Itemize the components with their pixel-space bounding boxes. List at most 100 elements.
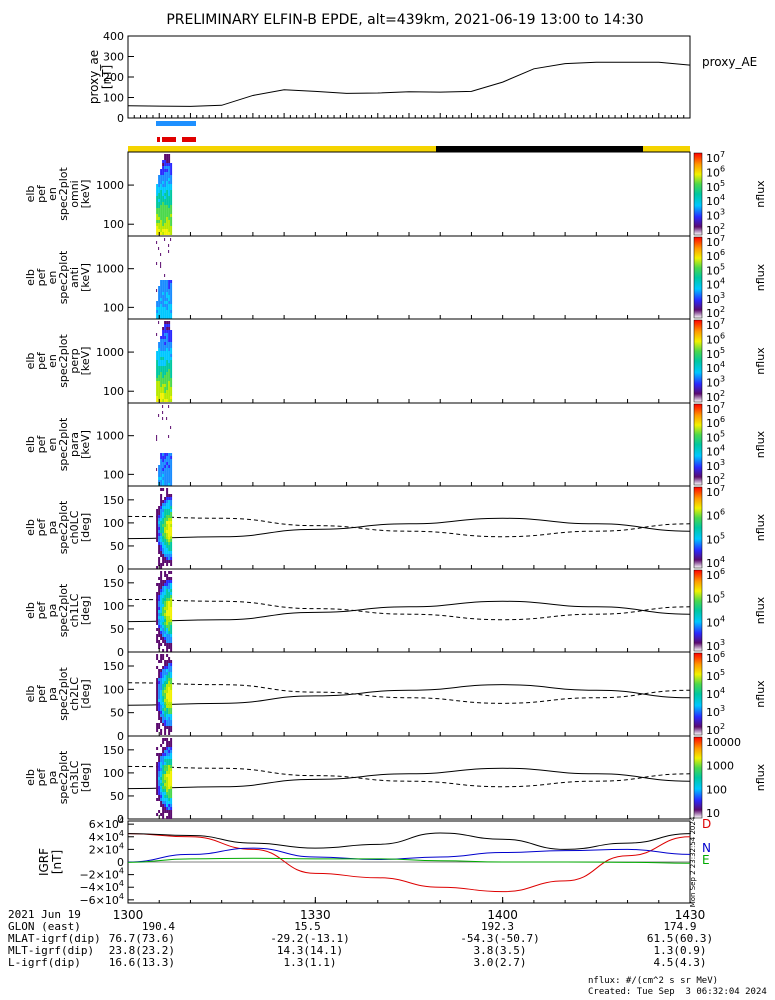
spectrogram-pixel (168, 280, 171, 283)
y-tick-label: 0 (117, 813, 124, 826)
spectrogram-pixel (160, 229, 163, 232)
spectrogram-pixel (164, 483, 167, 486)
spectrogram-pixel (164, 313, 167, 316)
spectrogram-pixel (162, 375, 165, 378)
spectrogram-pixel (156, 390, 159, 393)
spectrogram-pixel (162, 193, 165, 196)
spectrogram-pixel (168, 304, 171, 307)
colorbar-ch1LC (693, 569, 703, 652)
spectrogram-pixel (168, 542, 171, 545)
spectrogram-pixel (162, 474, 165, 477)
spectrogram-pixel (156, 387, 159, 390)
spectrogram-pixel (164, 399, 167, 402)
night-bar (436, 146, 643, 152)
spectrogram-pixel (162, 483, 165, 486)
spectrogram-pixel (166, 708, 169, 711)
spectrogram-pixel (170, 483, 173, 486)
spectrogram-pixel (166, 613, 169, 616)
spectrogram-pixel (160, 533, 163, 536)
spectrogram-pixel (164, 166, 167, 169)
spectrogram-pixel (168, 684, 171, 687)
spectrogram-pixel (156, 610, 159, 613)
spectrogram-pixel (156, 536, 159, 539)
spectrogram-pixel (160, 301, 163, 304)
spectrogram-pixel (166, 497, 169, 500)
spectrogram-pixel (168, 330, 171, 333)
spectrogram-pixel (166, 699, 169, 702)
spectrogram-pixel (162, 542, 165, 545)
spectrogram-pixel (168, 196, 171, 199)
spectrogram-pixel (166, 804, 169, 807)
spectrogram-pixel (168, 321, 171, 324)
spectrogram-pixel (170, 613, 173, 616)
spectrogram-pixel (160, 199, 163, 202)
spectrogram-pixel (156, 232, 159, 235)
spectrogram-pixel (156, 229, 159, 232)
spectrogram-pixel (168, 687, 171, 690)
spectrogram-pixel (160, 396, 163, 399)
spectrogram-pixel (164, 637, 167, 640)
spectrogram-pixel (162, 223, 165, 226)
spectrogram-pixel (168, 163, 171, 166)
spectrogram-pixel (158, 714, 161, 717)
y-tick-label: 0 (117, 563, 124, 576)
spectrogram-pixel (162, 199, 165, 202)
spectrogram-pixel (164, 804, 167, 807)
spectrogram-pixel (170, 393, 173, 396)
spectrogram-pixel (158, 786, 161, 789)
spectrogram-pixel (160, 384, 163, 387)
spectrogram-pixel (160, 474, 163, 477)
spectrogram-pixel (158, 378, 161, 381)
spectrogram-pixel (164, 759, 167, 762)
spectrogram-pixel (158, 220, 161, 223)
spectrogram-pixel (160, 336, 163, 339)
spectrogram-pixel (164, 684, 167, 687)
spectrogram-pixel (166, 399, 169, 402)
spectrogram-pixel (164, 196, 167, 199)
spectrogram-pixel (166, 214, 169, 217)
spectrogram-pixel (158, 595, 161, 598)
spectrogram-pixel (164, 274, 166, 277)
spectrogram-pixel (160, 220, 163, 223)
spectrogram-pixel (170, 726, 173, 729)
spectrogram-pixel (166, 795, 169, 798)
spectrogram-pixel (156, 702, 159, 705)
spectrogram-pixel (160, 634, 163, 637)
spectrogram-pixel (170, 622, 173, 625)
spectrogram-pixel (156, 381, 159, 384)
spectrogram-pixel (166, 616, 169, 619)
spectrogram-pixel (162, 720, 165, 723)
footer-value: 3.0(2.7) (473, 956, 527, 969)
spectrogram-pixel (160, 586, 163, 589)
spectrogram-pixel (162, 738, 165, 741)
spectrogram-pixel (170, 663, 173, 666)
spectrogram-pixel (170, 560, 173, 563)
colorbar-ch0LC (693, 486, 703, 569)
spectrogram-pixel (164, 292, 167, 295)
colorbar-tick-label: 103 (706, 208, 725, 223)
spectrogram-pixel (164, 533, 167, 536)
spectrogram-pixel (162, 717, 165, 720)
spectrogram-pixel (164, 792, 167, 795)
spectrogram-pixel (166, 292, 169, 295)
spectrogram-pixel (166, 690, 169, 693)
spectrogram-pixel (158, 563, 161, 566)
spectrogram-pixel (164, 753, 167, 756)
footer-value: 4.5(4.3) (653, 956, 707, 969)
spectrogram-pixel (168, 166, 171, 169)
spectrogram-pixel (164, 316, 167, 319)
spectrogram-pixel (160, 295, 163, 298)
anti-loss-cone-line (127, 765, 691, 788)
spectrogram-pixel (162, 634, 165, 637)
spectrogram-pixel (168, 169, 171, 172)
spectrogram-pixel (166, 741, 169, 744)
spectrogram-pixel (156, 214, 159, 217)
spectrogram-pixel (170, 744, 173, 747)
spectrogram-pixel (166, 660, 169, 663)
x-tick-label: 1300 (113, 908, 144, 922)
spectrogram-pixel (164, 199, 167, 202)
spectrogram-pixel (158, 292, 161, 295)
spectrogram-pixel (160, 366, 163, 369)
spectrogram-pixel (160, 786, 163, 789)
spectrogram-pixel (162, 774, 165, 777)
